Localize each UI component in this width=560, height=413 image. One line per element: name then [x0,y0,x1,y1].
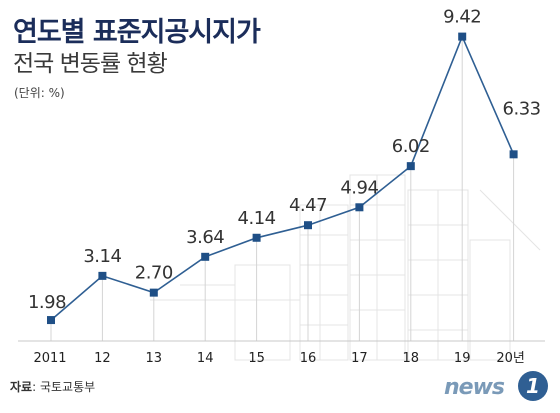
data-label: 9.42 [443,7,481,28]
data-markers [47,32,518,325]
unit-label: (단위: %) [14,86,65,100]
data-label: 4.94 [340,177,378,198]
data-label: 3.64 [186,227,224,248]
x-tick-label: 14 [197,351,214,366]
x-tick-labels: 2011 12 13 14 15 16 17 18 19 20년 [33,351,524,366]
guide-lines [50,36,515,341]
x-tick-label: 17 [351,351,368,366]
x-tick-label: 12 [94,351,111,366]
data-point [98,271,107,280]
source-label: 자료 [10,380,33,394]
data-label: 3.14 [83,246,121,267]
x-tick-label: 2011 [33,351,66,366]
series-line [50,34,515,321]
data-label: 6.33 [503,98,541,119]
data-point [47,316,55,325]
value-labels: 1.98 3.14 2.70 3.64 4.14 4.47 4.94 6.02 9.42 6.33 [28,7,541,313]
data-point [509,150,518,159]
data-point [355,203,364,212]
data-label: 6.02 [392,136,430,157]
x-tick-label: 16 [300,351,317,366]
news1-logo: news 1 [444,369,552,405]
data-label: 4.47 [289,195,327,216]
data-point [406,162,415,171]
logo-badge: 1 [518,371,548,401]
data-point [149,288,158,297]
x-tick-label: 19 [454,351,471,366]
source-text: : 국토교통부 [32,380,96,394]
x-tick-label: 18 [403,351,420,366]
data-point [201,252,210,261]
chart-subtitle: 전국 변동률 현황 [13,51,168,77]
data-point [252,233,261,242]
x-tick-label: 13 [146,351,163,366]
data-label: 2.70 [135,263,173,284]
data-label: 4.14 [238,208,276,229]
data-point [458,32,467,41]
x-tick-label: 20년 [496,351,525,366]
data-point [304,221,312,230]
x-tick-label: 15 [248,351,265,366]
data-label: 1.98 [28,292,66,313]
logo-text: news [444,375,505,400]
building-illustration [150,174,541,361]
chart-title: 연도별 표준지공시지가 [13,17,261,48]
source-note: 자료: 국토교통부 [10,378,95,395]
